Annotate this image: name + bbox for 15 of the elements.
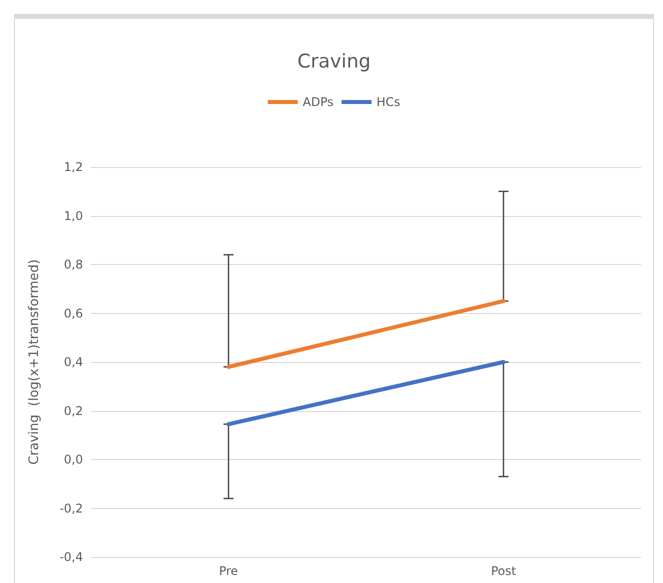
y-axis-title: Craving (log(x+1)transformed): [27, 259, 42, 465]
y-tick-label: 0,2: [64, 404, 83, 418]
legend-label: ADPs: [302, 95, 334, 109]
y-tick-label: -0,4: [60, 550, 83, 564]
y-tick-label: 1,0: [64, 208, 83, 223]
y-tick-label: 0,8: [64, 258, 83, 272]
legend-label: HCs: [376, 95, 400, 109]
chart-title: Craving: [297, 50, 371, 72]
y-tick-label: -0,2: [60, 501, 83, 516]
y-tick-label: 1,2: [64, 160, 83, 174]
y-tick-label: 0,6: [64, 306, 83, 320]
y-tick-label: 0,0: [64, 452, 83, 466]
x-tick-label: Pre: [218, 564, 238, 578]
x-tick-label: Post: [490, 564, 516, 578]
y-tick-label: 0,4: [64, 355, 83, 369]
